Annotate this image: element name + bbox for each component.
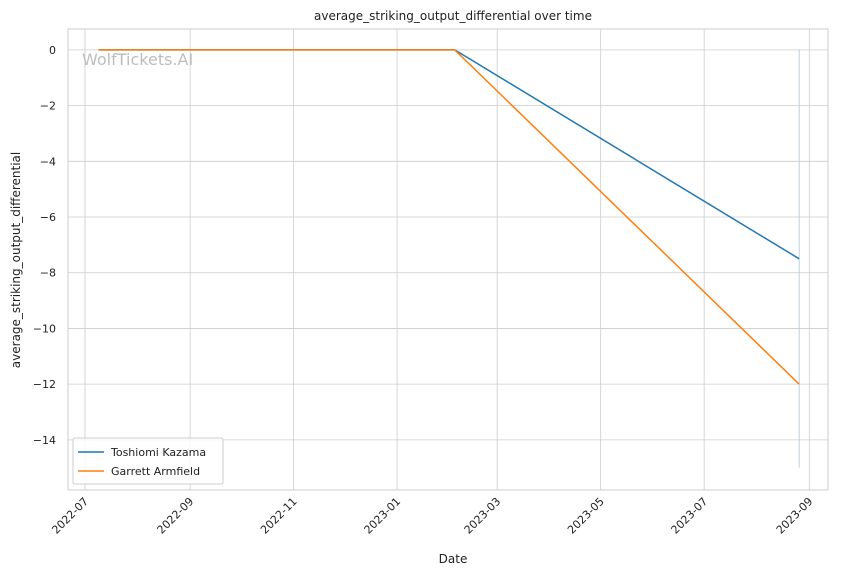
y-tick-label: −6 bbox=[40, 211, 56, 224]
legend-label-0: Toshiomi Kazama bbox=[110, 446, 206, 459]
x-tick-label: 2022-09 bbox=[155, 495, 197, 537]
legend-label-1: Garrett Armfield bbox=[111, 465, 200, 478]
x-tick-label: 2023-05 bbox=[565, 495, 607, 537]
x-tick-label: 2023-03 bbox=[462, 495, 504, 537]
chart-title: average_striking_output_differential ove… bbox=[314, 9, 592, 23]
series-line-1 bbox=[98, 49, 800, 385]
x-tick-label: 2023-09 bbox=[774, 495, 816, 537]
y-tick-label: −10 bbox=[33, 322, 56, 335]
y-tick-label: −14 bbox=[33, 434, 56, 447]
x-tick-label: 2023-07 bbox=[669, 495, 711, 537]
y-tick-label: −4 bbox=[40, 155, 56, 168]
legend: Toshiomi Kazama Garrett Armfield bbox=[72, 437, 224, 485]
y-axis-title: average_striking_output_differential bbox=[9, 152, 23, 368]
x-tick-label: 2022-11 bbox=[258, 495, 300, 537]
x-tick-labels: 2022-07 2022-09 2022-11 2023-01 2023-03 2023-… bbox=[49, 495, 815, 537]
x-tick-label: 2023-01 bbox=[362, 495, 404, 537]
series-group bbox=[98, 49, 800, 385]
y-tick-label: 0 bbox=[49, 44, 56, 57]
x-axis-title: Date bbox=[439, 552, 468, 566]
y-tick-label: −2 bbox=[40, 100, 56, 113]
legend-box bbox=[72, 437, 224, 485]
y-tick-label: −12 bbox=[33, 378, 56, 391]
y-tick-labels: 0 −2 −4 −6 −8 −10 −12 −14 bbox=[33, 44, 56, 447]
y-tick-label: −8 bbox=[40, 267, 56, 280]
grid bbox=[68, 29, 828, 490]
x-tick-label: 2022-07 bbox=[49, 495, 91, 537]
watermark: WolfTickets.AI bbox=[82, 50, 193, 69]
plot-area bbox=[67, 28, 829, 491]
